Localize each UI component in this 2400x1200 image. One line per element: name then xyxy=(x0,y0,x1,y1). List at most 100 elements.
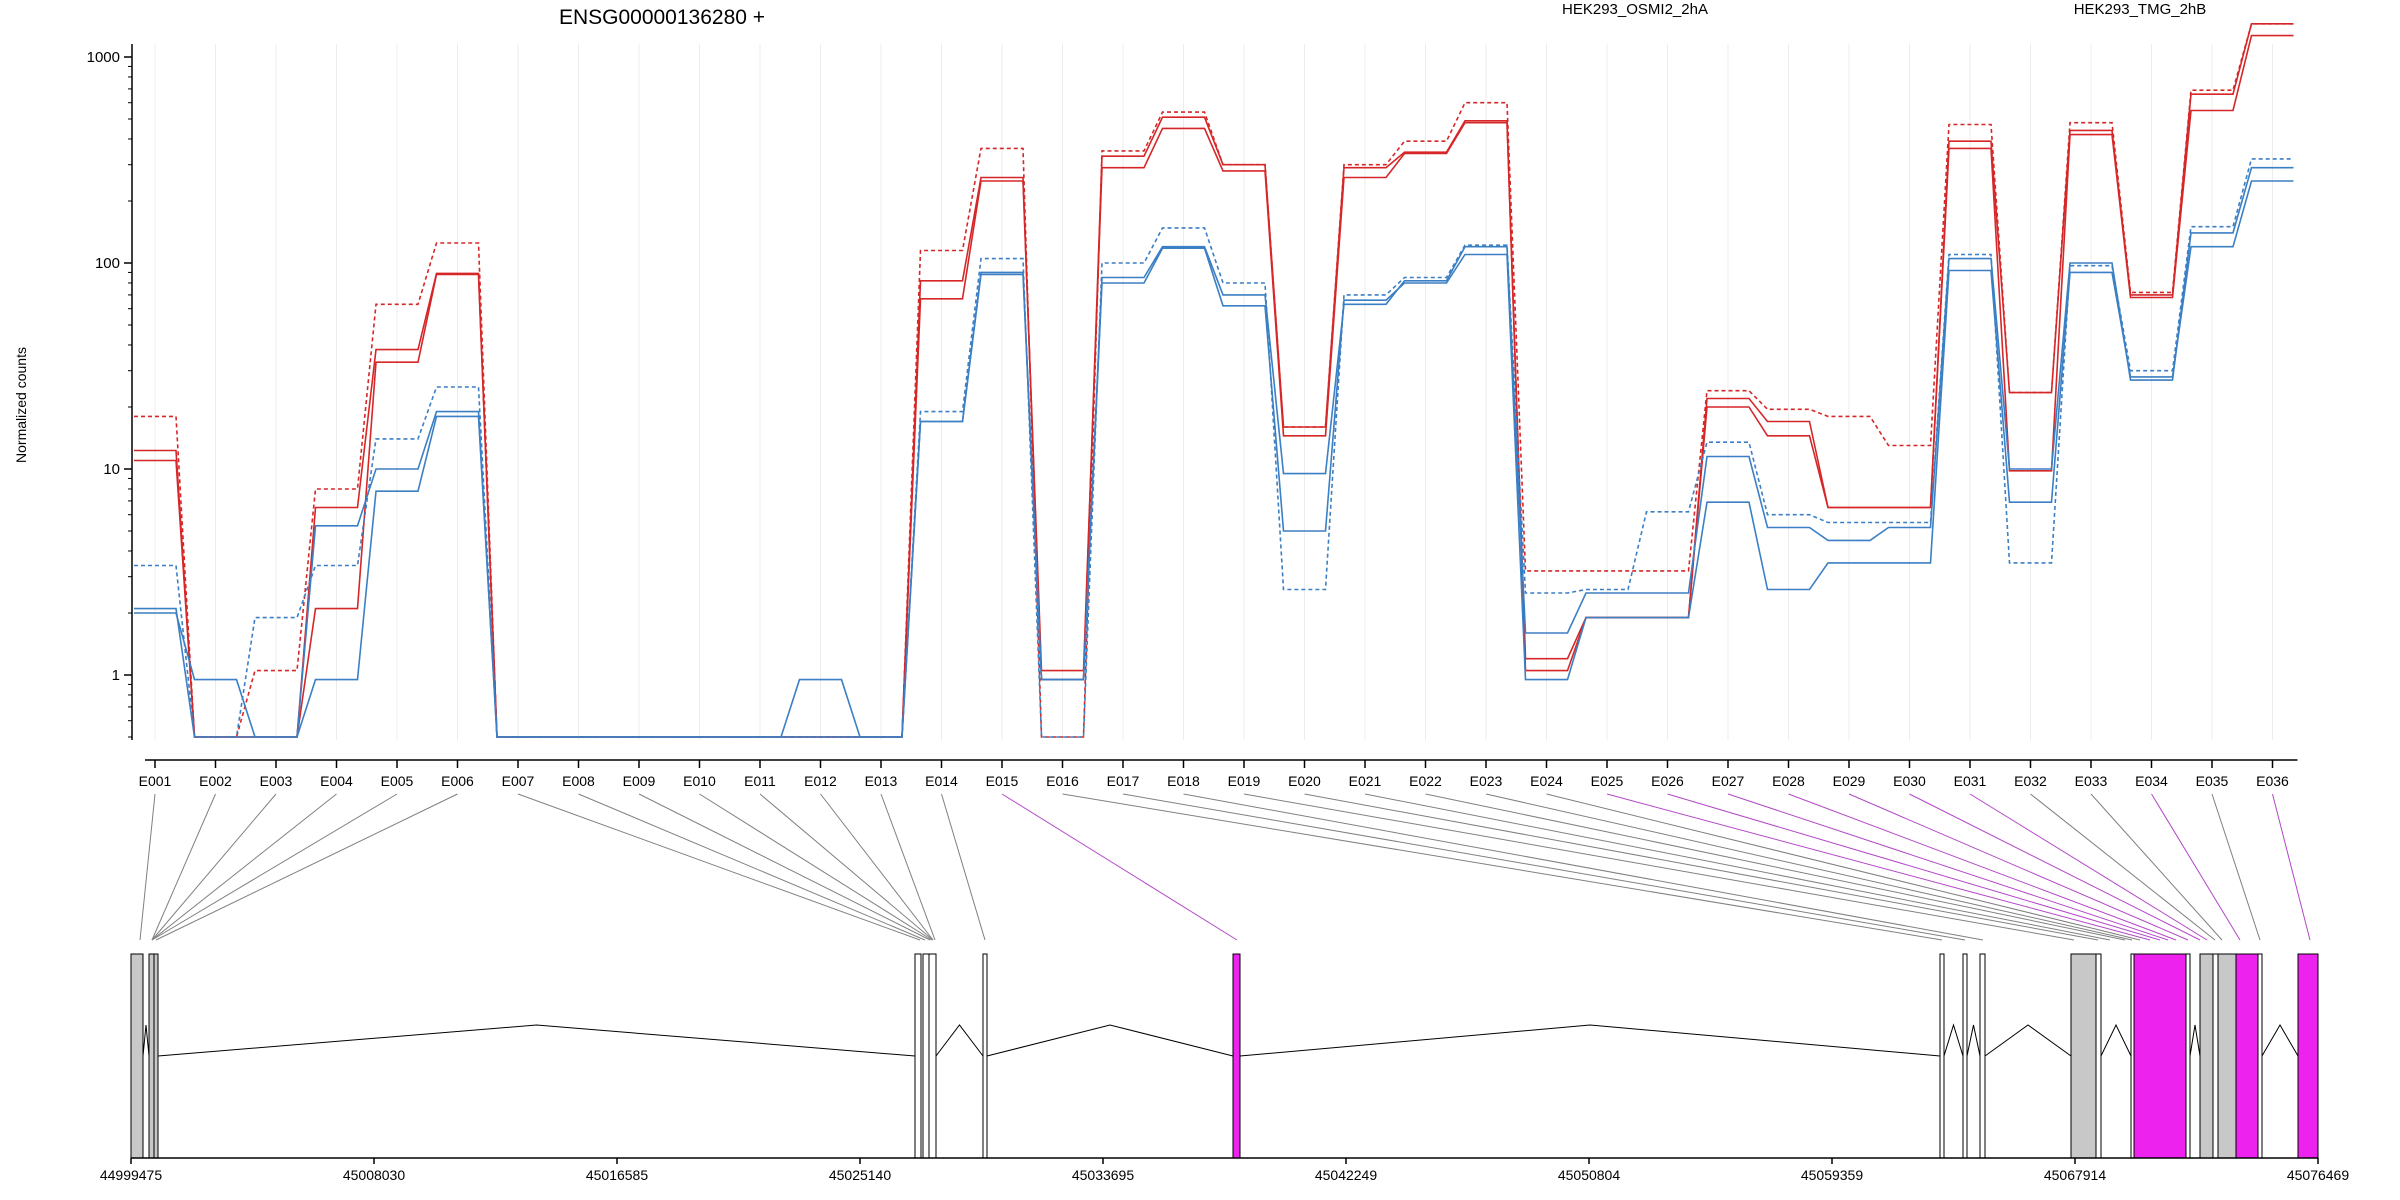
exon-box xyxy=(1939,953,1945,1159)
exon-connector xyxy=(1546,793,2141,941)
x-tick-label: E034 xyxy=(2135,773,2168,789)
intron-line xyxy=(935,1024,984,1057)
exon-box xyxy=(130,953,144,1159)
x-tick-label: E014 xyxy=(925,773,958,789)
coord-tick-label: 45050804 xyxy=(1558,1167,1621,1183)
coord-tick-label: 44999475 xyxy=(100,1167,163,1183)
exon-box xyxy=(2257,953,2263,1159)
exon-connector-lines xyxy=(139,793,2311,941)
x-tick-label: E005 xyxy=(381,773,414,789)
y-tick-label: 10 xyxy=(103,461,120,478)
x-tick-label: E019 xyxy=(1228,773,1261,789)
x-tick-label: E021 xyxy=(1349,773,1382,789)
exon-connector xyxy=(517,793,921,941)
exon-connector xyxy=(1667,793,2161,941)
intron-line xyxy=(1984,1024,2072,1057)
x-tick-label: E002 xyxy=(199,773,232,789)
exon-connector xyxy=(638,793,931,941)
y-tick-label: 100 xyxy=(95,255,120,272)
x-tick-label: E027 xyxy=(1712,773,1745,789)
x-tick-label: E008 xyxy=(562,773,595,789)
x-tick-label: E007 xyxy=(502,773,535,789)
x-tick-label: E028 xyxy=(1772,773,1805,789)
x-tick-label: E006 xyxy=(441,773,474,789)
exon-box xyxy=(982,953,988,1159)
x-tick-label: E024 xyxy=(1530,773,1563,789)
exon-box xyxy=(914,953,922,1159)
series-line xyxy=(134,158,2294,738)
exon-connector xyxy=(2151,793,2241,941)
exon-connector xyxy=(820,793,934,941)
exon-box xyxy=(2199,953,2214,1159)
exon-connector xyxy=(699,793,933,941)
x-tick-label: E009 xyxy=(623,773,656,789)
x-tick-label: E025 xyxy=(1591,773,1624,789)
y-tick-label: 1 xyxy=(112,667,120,684)
y-axis-label: Normalized counts xyxy=(13,347,29,463)
x-tick-label: E033 xyxy=(2075,773,2108,789)
x-tick-label: E020 xyxy=(1288,773,1321,789)
exon-box xyxy=(153,953,159,1159)
exon-connector xyxy=(2211,793,2261,941)
x-tick-label: E013 xyxy=(865,773,898,789)
coord-tick-label: 45016585 xyxy=(586,1167,649,1183)
x-tick-label: E015 xyxy=(986,773,1019,789)
exon-connector xyxy=(1243,793,2075,941)
intron-line xyxy=(142,1024,150,1057)
coord-tick-label: 45033695 xyxy=(1072,1167,1135,1183)
exon-connector xyxy=(139,793,156,941)
exon-connector xyxy=(2272,793,2311,941)
exon-connector xyxy=(2030,793,2216,941)
exon-connector xyxy=(1062,793,1943,941)
y-axis: 1 10 100 1000 xyxy=(87,44,133,740)
exon-connector xyxy=(1606,793,2151,941)
x-tick-label: E003 xyxy=(260,773,293,789)
exon-connector xyxy=(151,793,398,941)
vertical-gridlines xyxy=(154,44,2273,740)
exon-box xyxy=(1962,953,1968,1159)
intron-line xyxy=(1239,1024,1941,1057)
exon-connector xyxy=(1001,793,1238,941)
exon-connector xyxy=(1788,793,2177,941)
exon-connector xyxy=(880,793,936,941)
x-tick-label: E012 xyxy=(804,773,837,789)
exon-connector xyxy=(1183,793,1984,941)
exon-connector xyxy=(151,793,277,941)
x-tick-label: E023 xyxy=(1470,773,1503,789)
legend-label-osmi2: HEK293_OSMI2_2hA xyxy=(1562,1,1708,18)
exon-box xyxy=(2235,953,2259,1159)
exon-connector xyxy=(578,793,926,941)
exon-box xyxy=(922,953,930,1159)
x-axis: E001 E002 E003 E004 E005 E006 E007 E008 E009 E010… xyxy=(139,759,2298,789)
plot-series xyxy=(134,23,2294,738)
exon-box xyxy=(928,953,937,1159)
exon-connector xyxy=(1122,793,1966,941)
exon-connector xyxy=(1364,793,2111,941)
exon-connector xyxy=(1304,793,2099,941)
gene-model-track xyxy=(130,953,2319,1159)
exon-connector xyxy=(1727,793,2169,941)
x-tick-label: E017 xyxy=(1107,773,1140,789)
exon-box xyxy=(2217,953,2237,1159)
x-tick-label: E001 xyxy=(139,773,172,789)
intron-line xyxy=(157,1024,916,1057)
x-tick-label: E035 xyxy=(2196,773,2229,789)
coord-tick-label: 45008030 xyxy=(343,1167,406,1183)
exon-connector xyxy=(151,793,216,941)
exon-box xyxy=(1979,953,1986,1159)
exon-connector xyxy=(1909,793,2201,941)
exon-connector xyxy=(155,793,458,941)
x-tick-label: E010 xyxy=(683,773,716,789)
x-tick-label: E032 xyxy=(2014,773,2047,789)
x-tick-label: E029 xyxy=(1833,773,1866,789)
y-tick-label: 1000 xyxy=(87,49,120,66)
exon-connector xyxy=(151,793,337,941)
x-tick-label: E030 xyxy=(1893,773,1926,789)
x-tick-label: E026 xyxy=(1651,773,1684,789)
x-tick-label: E018 xyxy=(1167,773,1200,789)
exon-connector xyxy=(1485,793,2133,941)
x-tick-label: E036 xyxy=(2256,773,2289,789)
x-tick-label: E022 xyxy=(1409,773,1442,789)
exon-box xyxy=(2297,953,2319,1159)
